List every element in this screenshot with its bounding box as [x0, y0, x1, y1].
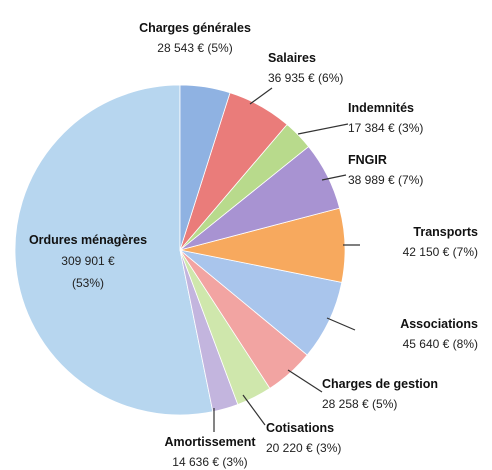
slice-label: Transports 42 150 € (7%) — [403, 222, 478, 262]
pie-slice — [179, 84, 231, 251]
value-label: 17 384 € (3%) — [348, 121, 424, 135]
value-label: 309 901 € (53%) — [61, 254, 115, 290]
value-label: 28 258 € (5%) — [322, 397, 398, 411]
category-name: Cotisations — [266, 421, 335, 435]
leader-line — [326, 317, 356, 331]
value-label: 14 636 € (3%) — [172, 455, 248, 469]
leader-line — [297, 123, 349, 135]
slice-label: Cotisations 20 220 € (3%) — [266, 418, 341, 458]
slice-label: Amortissement 14 636 € (3%) — [165, 432, 256, 470]
slice-label: Charges de gestion 28 258 € (5%) — [322, 374, 438, 414]
value-label: 42 150 € (7%) — [402, 245, 478, 259]
slice-label: Associations 45 640 € (8%) — [400, 314, 478, 354]
slice-label: Ordures ménagères 309 901 € (53%) — [29, 230, 147, 294]
slice-label: Salaires 36 935 € (6%) — [268, 48, 343, 88]
leader-line — [321, 174, 347, 181]
value-label: 38 989 € (7%) — [348, 173, 424, 187]
category-name: Salaires — [268, 51, 316, 65]
value-label: 36 935 € (6%) — [268, 71, 344, 85]
category-name: Amortissement — [164, 435, 256, 449]
slice-label: Indemnités 17 384 € (3%) — [348, 98, 423, 138]
category-name: FNGIR — [348, 153, 387, 167]
pie-slice — [14, 84, 214, 416]
category-name: Charges générales — [139, 21, 251, 35]
leader-line — [287, 369, 323, 393]
category-name: Indemnités — [348, 101, 414, 115]
slice-label: FNGIR 38 989 € (7%) — [348, 150, 423, 190]
category-name: Transports — [413, 225, 478, 239]
value-label: 20 220 € (3%) — [266, 441, 342, 455]
category-name: Charges de gestion — [322, 377, 438, 391]
value-label: 45 640 € (8%) — [402, 337, 478, 351]
category-name: Ordures ménagères — [28, 233, 148, 247]
slice-label: Charges générales 28 543 € (5%) — [139, 18, 251, 58]
category-name: Associations — [400, 317, 478, 331]
leader-line — [242, 394, 266, 426]
value-label: 28 543 € (5%) — [157, 41, 233, 55]
leader-line — [249, 87, 273, 105]
